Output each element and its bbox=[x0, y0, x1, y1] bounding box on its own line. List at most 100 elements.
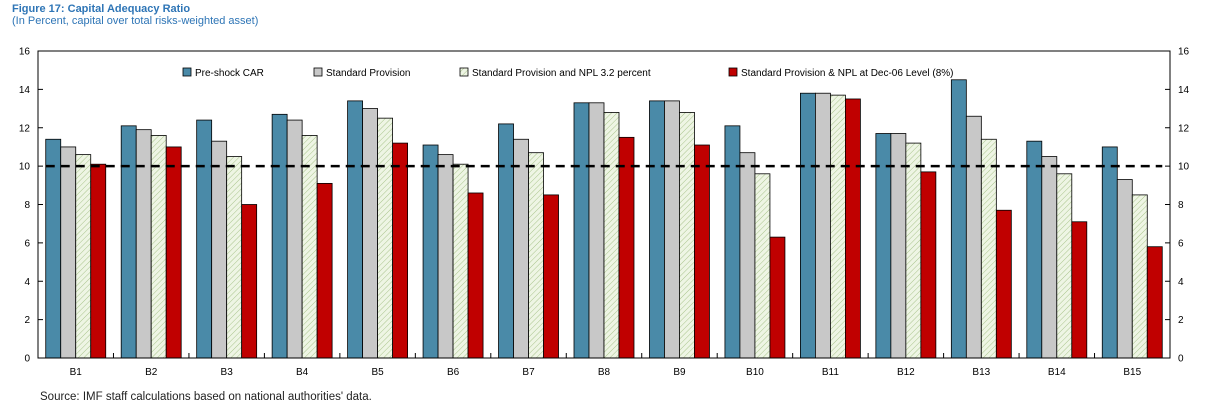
bar-b11-series-3 bbox=[830, 94, 846, 359]
legend-label-2: Standard Provision bbox=[326, 68, 411, 79]
bar-b9-series-1 bbox=[649, 100, 665, 359]
x-tick-label-b11: B11 bbox=[822, 367, 839, 378]
y-tick-label-left: 0 bbox=[24, 354, 30, 365]
bar-b2-series-1 bbox=[120, 125, 137, 359]
bar-b7-series-1 bbox=[498, 123, 514, 359]
bar-b15-series-1 bbox=[1101, 146, 1118, 359]
figure-title: Figure 17: Capital Adequacy Ratio bbox=[12, 3, 191, 15]
bar-b4-series-3 bbox=[301, 135, 318, 359]
bar-b12-series-4 bbox=[920, 171, 937, 359]
bar-b2-series-3 bbox=[150, 135, 167, 359]
bar-b5-series-2 bbox=[362, 108, 379, 359]
legend-label-3: Standard Provision and NPL 3.2 percent bbox=[472, 68, 651, 79]
bar-b5-series-4 bbox=[392, 142, 409, 359]
bar-b6-series-3 bbox=[452, 163, 469, 359]
legend-label-4: Standard Provision & NPL at Dec-06 Level… bbox=[741, 68, 954, 79]
bar-b10-series-2 bbox=[739, 152, 756, 359]
y-tick-label-left: 12 bbox=[19, 123, 31, 134]
bar-b3-series-1 bbox=[196, 119, 213, 359]
bar-b2-series-4 bbox=[165, 146, 182, 359]
bar-b5-series-3 bbox=[377, 117, 394, 359]
bar-b11-series-4 bbox=[845, 98, 861, 359]
figure-subtitle: (In Percent, capital over total risks-we… bbox=[12, 15, 259, 27]
bar-b5-series-1 bbox=[347, 100, 364, 359]
legend-label-1: Pre-shock CAR bbox=[195, 68, 264, 79]
bar-b14-series-4 bbox=[1071, 221, 1088, 359]
y-tick-label-right: 4 bbox=[1178, 277, 1184, 288]
x-tick-label-b8: B8 bbox=[598, 367, 611, 378]
legend-swatch-4 bbox=[728, 67, 738, 77]
bar-b8-series-2 bbox=[588, 102, 605, 359]
bar-b3-series-2 bbox=[211, 140, 228, 359]
bar-b3-series-4 bbox=[241, 204, 258, 359]
bar-b9-series-3 bbox=[679, 112, 695, 359]
bar-b11-series-2 bbox=[815, 92, 831, 359]
bar-b1-series-4 bbox=[90, 163, 107, 359]
y-tick-label-right: 0 bbox=[1178, 354, 1184, 365]
bar-b7-series-2 bbox=[513, 138, 529, 359]
legend-swatch-3 bbox=[459, 67, 469, 77]
y-tick-label-left: 6 bbox=[24, 238, 30, 249]
source-note: Source: IMF staff calculations based on … bbox=[40, 391, 372, 403]
bar-b13-series-1 bbox=[950, 79, 967, 359]
x-tick-label-b10: B10 bbox=[746, 367, 764, 378]
y-tick-label-left: 10 bbox=[19, 162, 31, 173]
x-tick-label-b7: B7 bbox=[522, 367, 535, 378]
bar-b13-series-3 bbox=[980, 138, 997, 359]
legend-swatch-2 bbox=[313, 67, 323, 77]
bar-b15-series-2 bbox=[1116, 179, 1133, 359]
y-tick-label-right: 6 bbox=[1178, 238, 1184, 249]
bar-b6-series-1 bbox=[422, 144, 439, 359]
y-tick-label-right: 10 bbox=[1178, 162, 1190, 173]
bar-b10-series-1 bbox=[724, 125, 741, 359]
bar-b10-series-3 bbox=[754, 173, 771, 359]
bar-b14-series-3 bbox=[1056, 173, 1073, 359]
y-tick-label-left: 2 bbox=[24, 315, 30, 326]
bar-b7-series-4 bbox=[543, 194, 559, 359]
bar-b10-series-4 bbox=[769, 236, 786, 359]
bar-b14-series-2 bbox=[1041, 156, 1058, 359]
y-tick-label-right: 2 bbox=[1178, 315, 1184, 326]
y-tick-label-left: 8 bbox=[24, 200, 30, 211]
bar-b8-series-1 bbox=[573, 102, 590, 359]
x-tick-label-b13: B13 bbox=[972, 367, 990, 378]
bar-b2-series-2 bbox=[135, 129, 152, 359]
y-tick-label-right: 12 bbox=[1178, 123, 1190, 134]
bar-b13-series-2 bbox=[965, 115, 982, 359]
x-tick-label-b5: B5 bbox=[371, 367, 384, 378]
bar-b7-series-3 bbox=[528, 152, 544, 359]
bar-b9-series-4 bbox=[694, 144, 710, 359]
x-tick-label-b2: B2 bbox=[145, 367, 158, 378]
y-tick-label-right: 8 bbox=[1178, 200, 1184, 211]
bar-b12-series-3 bbox=[905, 142, 922, 359]
x-tick-label-b14: B14 bbox=[1048, 367, 1066, 378]
bar-b14-series-1 bbox=[1026, 140, 1043, 359]
bar-b6-series-2 bbox=[437, 154, 454, 359]
x-tick-label-b4: B4 bbox=[296, 367, 309, 378]
y-tick-label-left: 14 bbox=[19, 85, 31, 96]
y-tick-label-right: 16 bbox=[1178, 47, 1190, 58]
bar-b4-series-4 bbox=[316, 182, 333, 359]
x-tick-label-b1: B1 bbox=[70, 367, 83, 378]
bar-b11-series-1 bbox=[800, 92, 816, 359]
bar-b8-series-3 bbox=[603, 112, 620, 359]
x-tick-label-b3: B3 bbox=[221, 367, 234, 378]
bar-b13-series-4 bbox=[995, 209, 1012, 359]
bar-b15-series-3 bbox=[1131, 194, 1148, 359]
bar-b4-series-1 bbox=[271, 113, 288, 359]
x-tick-label-b15: B15 bbox=[1123, 367, 1141, 378]
x-tick-label-b9: B9 bbox=[673, 367, 686, 378]
bar-b3-series-3 bbox=[226, 156, 243, 359]
x-tick-label-b6: B6 bbox=[447, 367, 460, 378]
bar-b8-series-4 bbox=[618, 136, 635, 359]
y-tick-label-right: 14 bbox=[1178, 85, 1190, 96]
bar-b9-series-2 bbox=[664, 100, 680, 359]
y-tick-label-left: 16 bbox=[19, 47, 31, 58]
bar-b1-series-2 bbox=[60, 146, 77, 359]
y-tick-label-left: 4 bbox=[24, 277, 30, 288]
bar-b1-series-1 bbox=[45, 138, 62, 359]
bar-b4-series-2 bbox=[286, 119, 303, 359]
x-tick-label-b12: B12 bbox=[897, 367, 915, 378]
bar-b15-series-4 bbox=[1146, 246, 1163, 359]
